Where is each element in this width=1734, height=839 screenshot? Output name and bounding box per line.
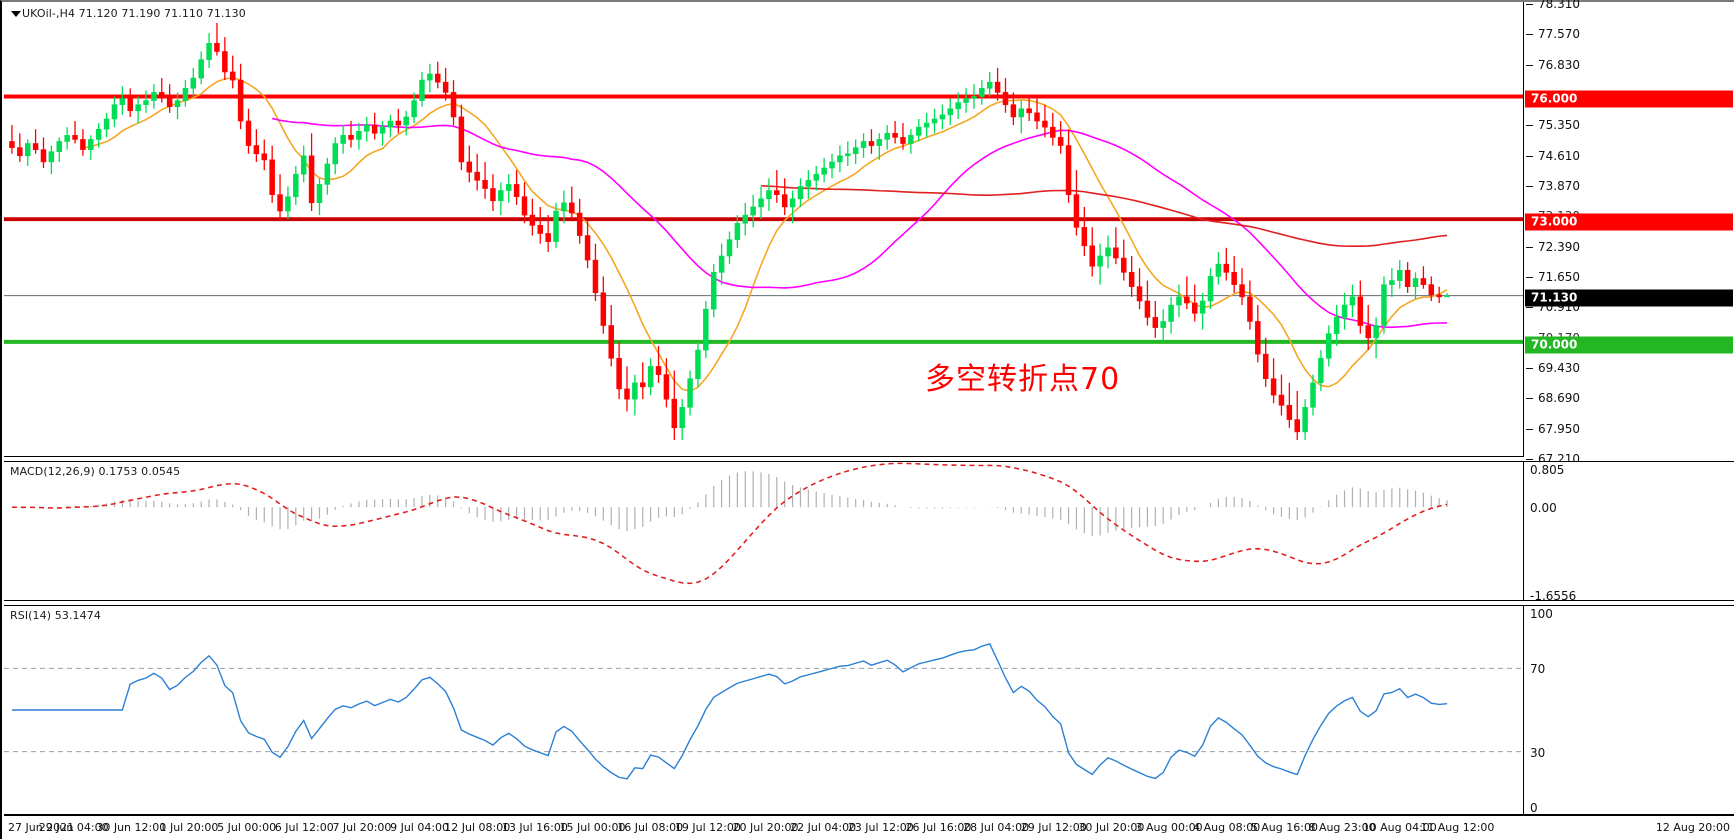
time-axis[interactable]: 27 Jun 2021 29 Jun 04:00 30 Jun 12:00 1 Jul… [4, 815, 1734, 839]
price-tick: 77.570 [1524, 27, 1580, 41]
time-axis-label: 15 Jul 00:00 [559, 821, 626, 834]
time-axis-label: 1 Jul 20:00 [159, 821, 219, 834]
time-axis-label: 9 Jul 04:00 [390, 821, 450, 834]
chart-annotation-text: 多空转折点70 [925, 362, 1121, 397]
price-series-canvas [4, 22, 1523, 441]
time-axis-label: 30 Jun 12:00 [96, 821, 167, 834]
time-axis-label: 28 Jul 04:00 [963, 821, 1030, 834]
rsi-pane-label: RSI(14) 53.1474 [10, 609, 101, 622]
price-pane-label: UKOil-,H4 71.120 71.190 71.110 71.130 [22, 7, 246, 20]
macd-plot-area[interactable] [4, 462, 1523, 600]
time-axis-label: 6 Jul 12:00 [274, 821, 334, 834]
rsi-tick: 70 [1530, 662, 1546, 676]
price-scale[interactable]: 78.310 77.570 76.830 75.350 74.610 73.870 72.3… [1523, 0, 1734, 466]
time-axis-label: 19 Jul 12:00 [674, 821, 741, 834]
price-tick: 72.390 [1524, 240, 1580, 254]
time-axis-label: 5 Aug 16:00 [1250, 821, 1318, 834]
symbol-dropdown-caret-icon[interactable] [11, 11, 21, 17]
time-axis-label: 27 Jun 2021 [8, 821, 75, 834]
time-axis-label: 12 Aug 20:00 [1655, 821, 1730, 834]
rsi-tick: 100 [1530, 607, 1553, 621]
time-axis-label: 23 Jul 12:00 [847, 821, 914, 834]
time-axis-label: 11 Aug 12:00 [1420, 821, 1495, 834]
time-axis-label: 3 Aug 00:00 [1135, 821, 1203, 834]
price-tick: 69.430 [1524, 361, 1580, 375]
rsi-plot-area[interactable] [4, 606, 1523, 814]
time-axis-label: 29 Jun 04:00 [38, 821, 109, 834]
rsi-tick: 30 [1530, 746, 1546, 760]
time-axis-label: 16 Jul 08:00 [617, 821, 684, 834]
time-axis-label: 20 Jul 20:00 [732, 821, 799, 834]
price-tick: 73.870 [1524, 179, 1580, 193]
time-axis-label: 5 Jul 00:00 [217, 821, 277, 834]
rsi-series-canvas [4, 642, 1523, 780]
price-tick: 74.610 [1524, 149, 1580, 163]
macd-series-canvas [11, 462, 1448, 585]
rsi-pane[interactable]: RSI(14) 53.1474 [4, 605, 1523, 815]
price-level-tag[interactable]: 70.000 [1525, 336, 1733, 354]
time-axis-label: 12 Jul 08:00 [444, 821, 511, 834]
macd-tick: -1.6556 [1530, 589, 1577, 603]
time-axis-label: 10 Aug 04:00 [1362, 821, 1437, 834]
time-axis-label: 29 Jul 12:00 [1020, 821, 1087, 834]
price-tick: 71.650 [1524, 270, 1580, 284]
time-axis-label: 22 Jul 04:00 [790, 821, 857, 834]
time-axis-label: 13 Jul 16:00 [501, 821, 568, 834]
price-level-tag[interactable]: 76.000 [1525, 90, 1733, 108]
macd-pane-label: MACD(12,26,9) 0.1753 0.0545 [10, 465, 181, 478]
macd-pane[interactable]: MACD(12,26,9) 0.1753 0.0545 [4, 461, 1523, 601]
price-tick: 68.690 [1524, 391, 1580, 405]
price-plot-area[interactable] [4, 2, 1523, 456]
rsi-scale[interactable]: 100 70 30 0 [1523, 605, 1734, 815]
macd-scale[interactable]: 0.805 0.00 -1.6556 [1523, 461, 1734, 603]
time-axis-label: 8 Aug 23:00 [1308, 821, 1376, 834]
price-tick: 75.350 [1524, 118, 1580, 132]
rsi-tick: 0 [1530, 801, 1538, 815]
price-level-tag[interactable]: 71.130 [1525, 289, 1733, 307]
macd-tick: 0.805 [1530, 463, 1565, 477]
price-level-tag[interactable]: 73.000 [1525, 213, 1733, 231]
time-axis-label: 26 Jul 16:00 [905, 821, 972, 834]
macd-tick: 0.00 [1530, 500, 1557, 515]
time-axis-label: 4 Aug 08:00 [1193, 821, 1261, 834]
price-tick: 78.310 [1524, 0, 1580, 11]
time-axis-label: 30 Jul 20:00 [1078, 821, 1145, 834]
price-tick: 67.950 [1524, 422, 1580, 436]
price-tick: 76.830 [1524, 58, 1580, 72]
time-axis-label: 7 Jul 20:00 [332, 821, 392, 834]
price-pane[interactable]: UKOil-,H4 71.120 71.190 71.110 71.130 多空… [4, 2, 1523, 457]
